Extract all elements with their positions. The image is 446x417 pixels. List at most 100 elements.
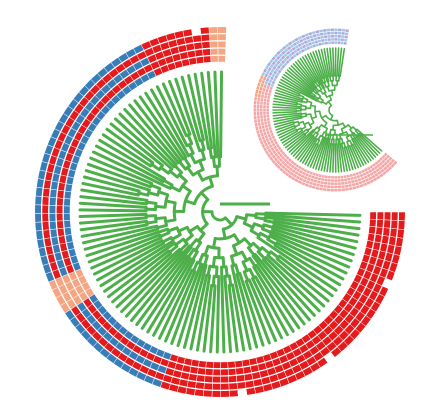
large-tree-ring-cell	[51, 287, 63, 299]
small-tree-ring-cell	[326, 31, 331, 35]
large-tree-ring-cell	[53, 139, 64, 151]
large-tree-ring-cell	[209, 33, 219, 41]
large-tree-ring-cell	[396, 228, 405, 239]
small-tree-ring-cell	[306, 46, 311, 51]
large-tree-ring-cell	[83, 90, 95, 102]
large-tree-branch	[181, 184, 192, 193]
large-tree-ring-cell	[108, 67, 120, 79]
small-tree-ring-cell	[330, 31, 335, 35]
small-tree-ring-cell	[257, 93, 262, 98]
small-tree-ring-cell	[311, 185, 317, 190]
large-tree-ring-cell	[117, 79, 128, 90]
large-tree-branch	[168, 244, 179, 254]
small-tree-ring-cell	[263, 117, 267, 122]
large-tree-ring-cell	[67, 98, 79, 111]
small-tree-ring-cell	[372, 177, 378, 182]
small-tree-ring-cell	[382, 165, 388, 171]
small-tree-ring-cell	[297, 179, 303, 185]
large-tree-ring-cell	[212, 368, 221, 376]
small-tree-ring-cell	[333, 182, 338, 186]
small-tree-ring-cell	[293, 178, 300, 183]
large-tree-ring-cell	[270, 380, 282, 390]
large-tree-branch	[162, 178, 174, 187]
large-tree-ring-cell	[220, 375, 230, 384]
large-tree-ring-cell	[125, 64, 137, 76]
small-tree-branch	[323, 48, 330, 78]
large-tree-ring-cell	[108, 336, 120, 348]
large-tree-ring-cell	[286, 374, 298, 385]
large-tree-ring-cell	[65, 264, 75, 275]
large-tree-ring-cell	[68, 271, 78, 282]
small-tree-ring-cell	[349, 173, 354, 178]
large-tree-branch	[263, 215, 361, 231]
small-tree-ring-cell	[337, 188, 342, 192]
small-tree-branch	[297, 59, 316, 84]
large-tree-ring-cell	[106, 78, 118, 90]
small-tree-ring-cell	[264, 134, 269, 140]
small-tree-ring-cell	[390, 163, 396, 169]
large-tree-ring-cell	[227, 360, 236, 369]
small-tree-ring-cell	[258, 125, 263, 131]
large-tree-ring-cell	[186, 50, 197, 59]
large-tree-ring-cell	[176, 355, 186, 365]
small-tree-ring-cell	[283, 48, 289, 53]
small-tree-ring-cell	[323, 181, 328, 185]
small-tree-ring-cell	[305, 35, 311, 41]
large-tree-ring-cell	[302, 349, 314, 361]
large-tree-ring-cell	[260, 376, 272, 386]
large-tree-ring-cell	[50, 236, 60, 246]
large-tree-ring-cell	[332, 335, 344, 347]
large-tree-ring-cell	[90, 72, 102, 85]
large-tree-ring-cell	[110, 56, 123, 68]
large-tree-branch	[111, 251, 172, 304]
large-tree-ring-cell	[168, 383, 179, 393]
small-tree-ring-cell	[320, 35, 325, 40]
small-tree-ring-cell	[285, 50, 291, 56]
small-tree-ring-cell	[263, 121, 268, 126]
large-tree-ring-cell	[43, 179, 52, 190]
large-tree-ring-cell	[34, 195, 43, 206]
large-tree-ring-cell	[65, 234, 74, 244]
large-tree-branch	[208, 146, 213, 160]
small-tree-ring-cell	[262, 111, 267, 116]
large-tree-ring-cell	[322, 325, 334, 336]
large-tree-branch	[128, 103, 180, 165]
small-tree-ring-cell	[364, 177, 370, 183]
large-tree-ring-cell	[117, 52, 130, 64]
large-tree-ring-cell	[151, 44, 163, 54]
large-tree-ring-cell	[48, 205, 56, 214]
large-tree-ring-cell	[306, 329, 318, 340]
large-tree-branch	[271, 227, 355, 257]
small-tree-ring-cell	[253, 115, 257, 120]
large-tree-ring-cell	[41, 204, 49, 214]
small-tree-branch	[272, 106, 302, 110]
large-tree-branch	[186, 133, 194, 146]
large-tree-ring-cell	[202, 55, 212, 64]
large-tree-ring-cell	[321, 335, 333, 347]
small-tree-branch	[343, 146, 351, 171]
large-tree-ring-cell	[381, 259, 392, 271]
large-tree-ring-cell	[278, 354, 289, 365]
small-tree-ring-cell	[381, 170, 387, 176]
small-tree-ring-cell	[359, 183, 364, 188]
small-tree-ring-cell	[283, 52, 289, 58]
small-tree-ring-cell	[334, 37, 338, 41]
small-tree-ring-cell	[321, 174, 326, 179]
small-tree-ring-cell	[271, 65, 277, 71]
small-tree-ring-cell	[285, 164, 291, 170]
small-tree-ring-cell	[280, 50, 286, 56]
large-tree-ring-cell	[139, 57, 151, 68]
large-tree-ring-cell	[177, 44, 188, 54]
large-tree-ring-cell	[64, 152, 74, 163]
small-tree-branch	[322, 77, 327, 84]
small-tree-ring-cell	[340, 38, 345, 42]
small-tree-branch	[294, 124, 301, 128]
small-tree-ring-cell	[357, 177, 362, 182]
large-tree-ring-cell	[304, 339, 316, 350]
large-tree-branch	[243, 237, 253, 248]
large-tree-branch	[232, 233, 241, 245]
large-tree-branch	[200, 71, 214, 150]
large-tree-ring-cell	[196, 374, 206, 383]
small-tree-branch	[311, 116, 318, 120]
large-tree-ring-cell	[227, 368, 237, 376]
